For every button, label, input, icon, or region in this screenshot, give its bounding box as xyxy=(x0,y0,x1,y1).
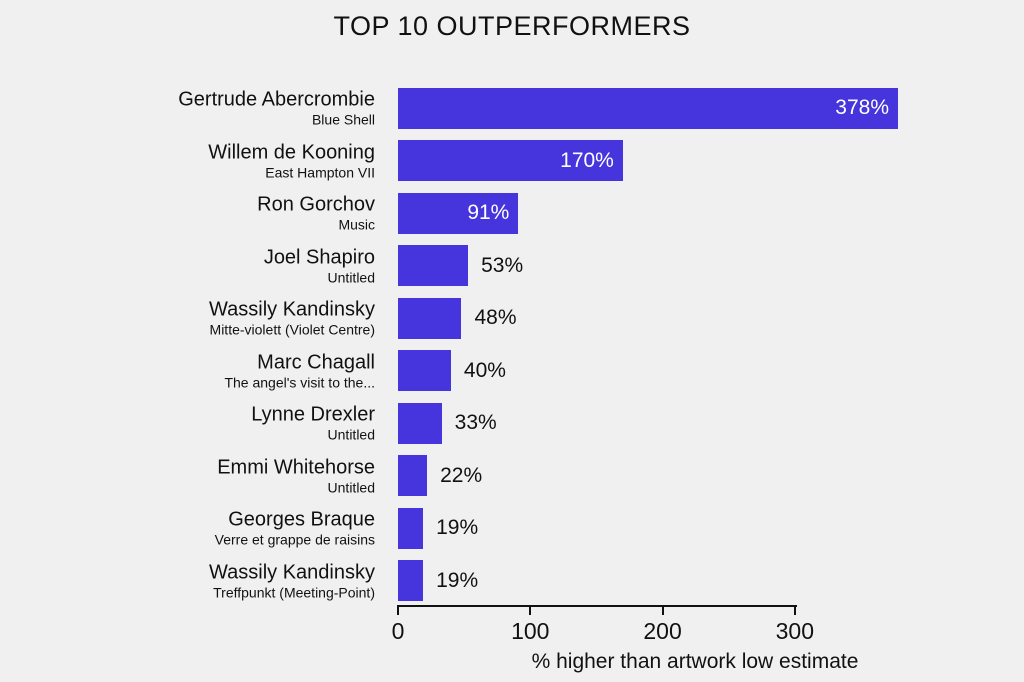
bar-value-label: 19% xyxy=(436,568,479,592)
bar: 91% xyxy=(398,192,519,234)
artist-name: Joel Shapiro xyxy=(263,246,375,269)
bar-row: Willem de Kooning East Hampton VII 170% xyxy=(0,135,1024,188)
artist-name: Emmi Whitehorse xyxy=(217,456,375,479)
bar-label-group: Lynne Drexler Untitled xyxy=(0,403,375,444)
bar-value-label: 22% xyxy=(440,463,483,487)
x-axis-line xyxy=(398,605,797,607)
artwork-title: Treffpunkt (Meeting-Point) xyxy=(213,584,375,601)
bar-rows: Gertrude Abercrombie Blue Shell 378% Wil… xyxy=(0,82,1024,607)
x-tick xyxy=(397,605,399,615)
bar-value-label: 48% xyxy=(474,306,517,330)
artist-name: Georges Braque xyxy=(228,508,375,531)
bar-row: Gertrude Abercrombie Blue Shell 378% xyxy=(0,82,1024,135)
x-axis-label: % higher than artwork low estimate xyxy=(531,650,859,673)
bar-value-label: 33% xyxy=(454,411,497,435)
bar-row: Joel Shapiro Untitled 53% xyxy=(0,240,1024,293)
bar-row: Wassily Kandinsky Mitte-violett (Violet … xyxy=(0,292,1024,345)
bar-value-label: 19% xyxy=(436,516,479,540)
artwork-title: Untitled xyxy=(327,479,375,496)
artist-name: Marc Chagall xyxy=(257,351,375,374)
bar-value-label: 170% xyxy=(560,148,614,172)
artist-name: Ron Gorchov xyxy=(257,193,375,216)
bar: 53% xyxy=(398,245,523,287)
artist-name: Wassily Kandinsky xyxy=(209,561,375,584)
artist-name: Willem de Kooning xyxy=(208,141,375,164)
bar: 19% xyxy=(398,560,478,602)
artist-name: Gertrude Abercrombie xyxy=(178,88,375,111)
x-tick xyxy=(661,605,664,615)
bar-label-group: Willem de Kooning East Hampton VII xyxy=(0,140,375,181)
bar-value-label: 378% xyxy=(835,96,889,120)
bar-value-label: 91% xyxy=(467,201,510,225)
bar-row: Emmi Whitehorse Untitled 22% xyxy=(0,450,1024,503)
bar-value-label: 40% xyxy=(463,358,506,382)
bar-label-group: Marc Chagall The angel's visit to the... xyxy=(0,350,375,391)
artwork-title: The angel's visit to the... xyxy=(224,374,375,391)
x-tick xyxy=(793,605,796,615)
bar-label-group: Joel Shapiro Untitled xyxy=(0,245,375,286)
x-axis: 0 100 200 300 xyxy=(392,605,998,655)
bar-row: Marc Chagall The angel's visit to the...… xyxy=(0,345,1024,398)
artwork-title: Blue Shell xyxy=(311,111,375,128)
bar: 19% xyxy=(398,507,478,549)
bar-row: Georges Braque Verre et grappe de raisin… xyxy=(0,502,1024,555)
bar: 170% xyxy=(398,140,623,182)
x-tick-label: 0 xyxy=(391,618,405,644)
chart-title: TOP 10 OUTPERFORMERS xyxy=(333,11,691,41)
bar-label-group: Emmi Whitehorse Untitled xyxy=(0,455,375,496)
bar-label-group: Wassily Kandinsky Treffpunkt (Meeting-Po… xyxy=(0,560,375,601)
bar: 40% xyxy=(398,350,506,392)
bar-row: Lynne Drexler Untitled 33% xyxy=(0,397,1024,450)
artwork-title: Mitte-violett (Violet Centre) xyxy=(209,321,375,338)
bar-label-group: Gertrude Abercrombie Blue Shell xyxy=(0,88,375,129)
x-tick xyxy=(529,605,532,615)
x-tick-label: 300 xyxy=(775,618,814,644)
bar-row: Wassily Kandinsky Treffpunkt (Meeting-Po… xyxy=(0,555,1024,608)
bar-label-group: Ron Gorchov Music xyxy=(0,193,375,234)
artist-name: Wassily Kandinsky xyxy=(209,298,375,321)
x-tick-label: 200 xyxy=(643,618,682,644)
bar-label-group: Georges Braque Verre et grappe de raisin… xyxy=(0,508,375,549)
bar-label-group: Wassily Kandinsky Mitte-violett (Violet … xyxy=(0,298,375,339)
bar: 22% xyxy=(398,455,482,497)
bar: 378% xyxy=(398,87,898,129)
artwork-title: Verre et grappe de raisins xyxy=(214,531,375,548)
bar: 48% xyxy=(398,297,517,339)
bar: 33% xyxy=(398,402,497,444)
artist-name: Lynne Drexler xyxy=(251,403,375,426)
artwork-title: East Hampton VII xyxy=(265,164,375,181)
bar-row: Ron Gorchov Music 91% xyxy=(0,187,1024,240)
x-tick-label: 100 xyxy=(511,618,550,644)
artwork-title: Untitled xyxy=(327,269,375,286)
artwork-title: Untitled xyxy=(327,426,375,443)
bar-value-label: 53% xyxy=(481,253,524,277)
artwork-title: Music xyxy=(338,216,375,233)
